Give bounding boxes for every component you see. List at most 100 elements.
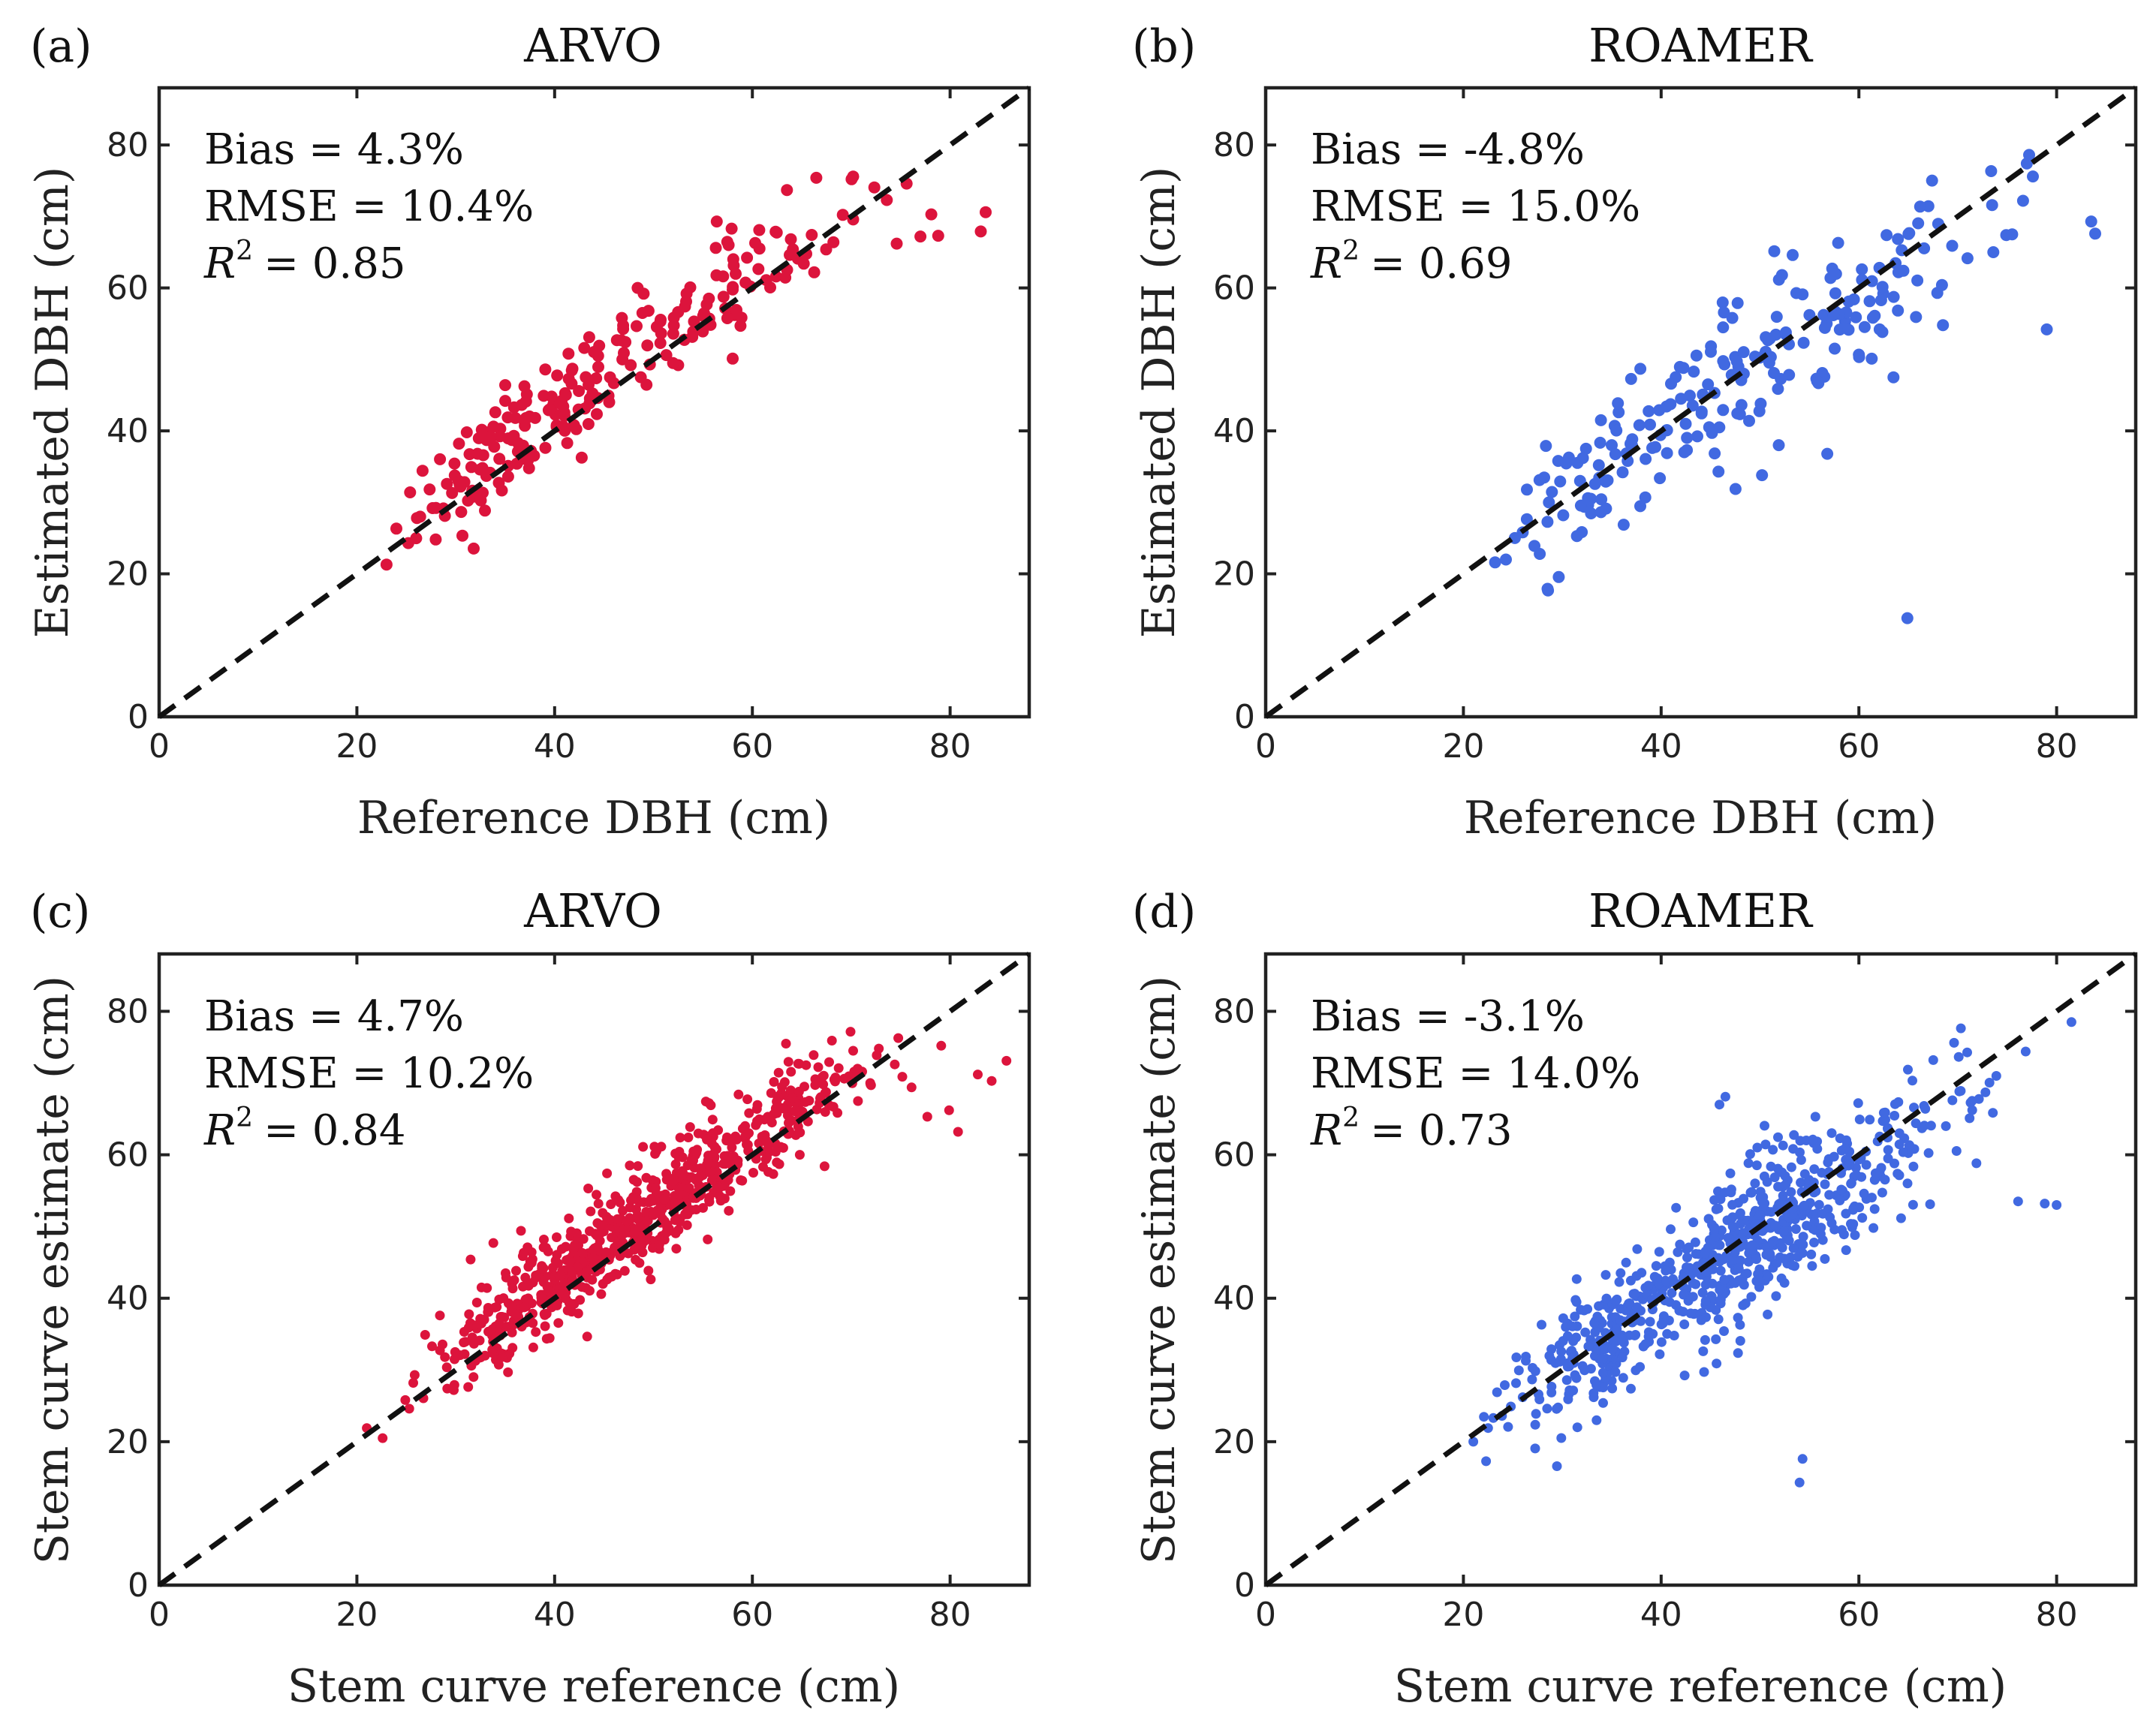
scatter-point [1772, 439, 1785, 452]
scatter-point [1520, 513, 1533, 525]
scatter-point [1967, 1096, 1977, 1106]
scatter-point [1661, 1277, 1672, 1287]
scatter-point [1671, 1300, 1681, 1310]
scatter-point [1483, 1423, 1493, 1434]
scatter-point [1521, 483, 1533, 496]
scatter-point [752, 1100, 763, 1110]
scatter-point [488, 1238, 498, 1248]
scatter-point [1001, 1055, 1012, 1066]
scatter-point [1607, 1383, 1618, 1394]
scatter-point [1947, 1095, 1958, 1106]
scatter-point [766, 1118, 777, 1128]
scatter-point [1949, 1037, 1959, 1048]
scatter-point [561, 437, 574, 450]
scatter-point [1709, 1195, 1720, 1205]
ticks: 0 20 40 60 80 0 20 40 60 80 [1213, 88, 2136, 766]
scatter-point [1695, 407, 1708, 420]
scatter-point [703, 1234, 713, 1244]
scatter-point [974, 225, 987, 238]
scatter-point [1868, 1223, 1879, 1233]
scatter-point [1697, 1287, 1708, 1298]
scatter-point [1812, 1144, 1823, 1154]
scatter-point [1787, 1260, 1797, 1271]
scatter-point [721, 236, 733, 248]
scatter-point [1817, 1168, 1827, 1178]
scatter-point [853, 1096, 863, 1106]
scatter-point [1827, 309, 1840, 321]
scatter-point [1511, 1352, 1522, 1362]
scatter-point [1738, 1228, 1748, 1238]
scatter-point [1530, 1419, 1540, 1430]
scatter-point [675, 1189, 685, 1199]
x-tick-label: 80 [2036, 727, 2078, 766]
scatter-point [709, 242, 722, 254]
scatter-point [2027, 170, 2039, 183]
scatter-point [565, 378, 578, 390]
scatter-point [1752, 1142, 1763, 1153]
scatter-point [1643, 1280, 1654, 1291]
scatter-point [479, 504, 491, 517]
scatter-point [1908, 1199, 1918, 1210]
scatter-point [1894, 1139, 1905, 1150]
scatter-point [2006, 228, 2019, 241]
scatter-point [626, 1195, 636, 1205]
scatter-point [1984, 1078, 1995, 1088]
scatter-point [580, 371, 592, 384]
scatter-point [679, 300, 691, 313]
scatter-point [643, 1265, 654, 1276]
scatter-point [1669, 1331, 1679, 1340]
scatter-point [688, 1155, 698, 1166]
scatter-point [434, 453, 447, 465]
scatter-point [465, 1254, 476, 1265]
scatter-point [786, 1067, 796, 1077]
scatter-point [744, 1128, 754, 1139]
scatter-point [468, 1372, 479, 1382]
scatter-point [1617, 1352, 1628, 1363]
scatter-point [1598, 1398, 1608, 1408]
scatter-point [516, 1226, 526, 1236]
scatter-point [575, 451, 588, 464]
scatter-point [1541, 582, 1554, 595]
x-tick-label: 60 [731, 1596, 773, 1634]
scatter-point [1751, 1160, 1762, 1171]
y-tick-label: 60 [1213, 1136, 1255, 1175]
scatter-point [1541, 516, 1554, 528]
scatter-point [1728, 1254, 1738, 1265]
scatter-point [1556, 1433, 1567, 1443]
scatter-point [1991, 1071, 2001, 1081]
scatter-point [544, 403, 556, 416]
scatter-point [1666, 1224, 1676, 1235]
x-tick-label: 0 [149, 727, 170, 766]
x-tick-label: 0 [149, 1596, 170, 1634]
scatter-point [499, 395, 511, 408]
scatter-point [435, 1345, 445, 1355]
scatter-point [592, 1241, 603, 1252]
scatter-point [1880, 229, 1893, 242]
scatter-point [592, 360, 604, 373]
scatter-point [1797, 1454, 1808, 1464]
data-points [1489, 149, 2101, 624]
scatter-point [654, 1239, 664, 1250]
scatter-point [582, 418, 595, 430]
scatter-point [1777, 1242, 1787, 1253]
scatter-point [731, 1134, 742, 1145]
scatter-point [1920, 1103, 1931, 1114]
scatter-point [541, 1308, 552, 1319]
scatter-point [378, 1433, 388, 1443]
one-to-one-line [1263, 86, 2138, 719]
scatter-point [827, 1036, 837, 1046]
scatter-point [1579, 1365, 1590, 1376]
scatter-point [539, 363, 552, 376]
scatter-point [1678, 446, 1691, 459]
scatter-point [635, 1240, 646, 1250]
scatter-point [1614, 1277, 1625, 1287]
x-axis-label: Reference DBH (cm) [357, 792, 830, 844]
scatter-point [1571, 1373, 1582, 1383]
scatter-point [522, 1242, 533, 1253]
scatter-point [1699, 1367, 1709, 1377]
scatter-point [1632, 1244, 1643, 1254]
scatter-point [733, 1089, 744, 1100]
scatter-point [944, 1105, 954, 1115]
scatter-point [1754, 1210, 1765, 1220]
scatter-point [1684, 390, 1696, 402]
